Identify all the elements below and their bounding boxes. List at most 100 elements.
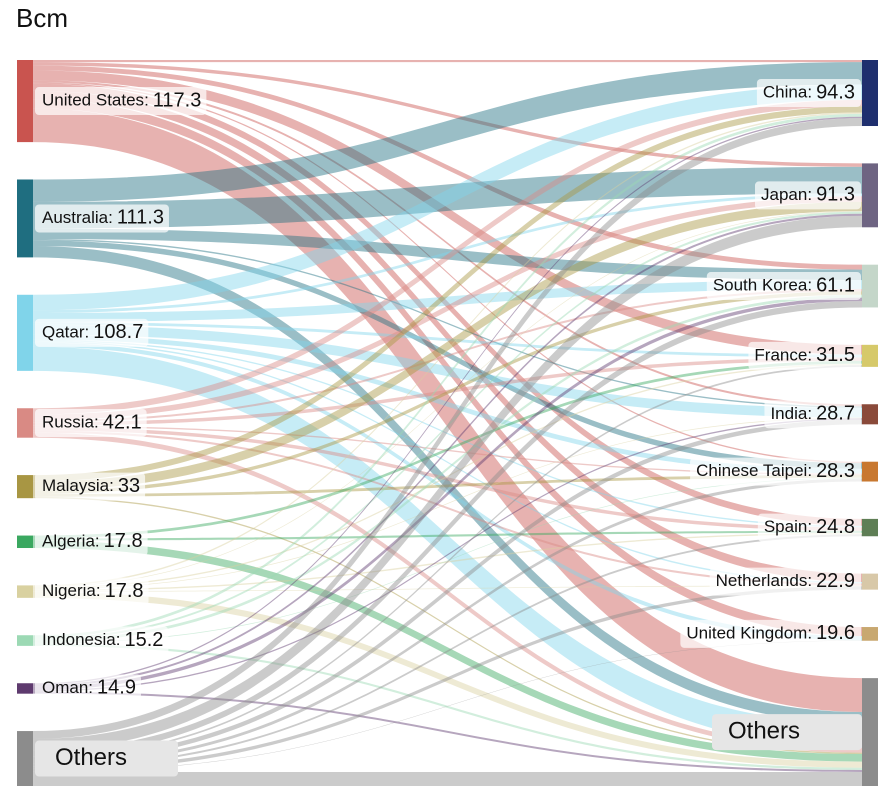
link bbox=[33, 357, 862, 426]
node-name: Others bbox=[728, 717, 800, 744]
link bbox=[33, 112, 862, 587]
node-label: Others bbox=[712, 714, 862, 751]
node-value: 15.2 bbox=[124, 629, 163, 651]
link bbox=[33, 108, 862, 712]
label-separator: : bbox=[85, 322, 90, 341]
node-label: India:28.7 bbox=[764, 400, 861, 429]
label-background bbox=[756, 79, 861, 108]
label-background bbox=[680, 619, 861, 648]
link bbox=[33, 210, 862, 588]
node-value: 61.1 bbox=[816, 274, 855, 296]
link bbox=[33, 534, 862, 769]
link bbox=[33, 346, 862, 748]
node bbox=[862, 518, 878, 537]
label-background bbox=[35, 87, 207, 116]
link bbox=[33, 238, 862, 408]
link bbox=[33, 640, 862, 772]
link bbox=[33, 478, 862, 767]
link bbox=[33, 211, 862, 641]
label-background bbox=[690, 457, 861, 486]
link bbox=[33, 99, 862, 637]
node bbox=[862, 404, 878, 425]
node-value: 22.9 bbox=[816, 570, 855, 592]
link bbox=[33, 530, 862, 541]
link bbox=[33, 83, 862, 526]
link bbox=[33, 427, 862, 531]
link bbox=[33, 475, 862, 497]
node-name: France bbox=[754, 345, 807, 364]
node-value: 28.7 bbox=[816, 403, 855, 425]
link bbox=[33, 215, 862, 751]
node-value: 94.3 bbox=[816, 81, 855, 103]
labels: United States: 117.3 Australia: 111.3 Qatar:… bbox=[35, 79, 862, 777]
label-separator: : bbox=[95, 531, 100, 550]
node-name: United States bbox=[42, 91, 144, 110]
label-separator: : bbox=[807, 404, 812, 423]
node-name: Japan bbox=[761, 185, 807, 204]
label-background bbox=[35, 626, 169, 655]
node-label: France:31.5 bbox=[748, 341, 861, 370]
node-label: South Korea:61.1 bbox=[706, 272, 861, 301]
link bbox=[33, 691, 862, 772]
link bbox=[33, 196, 862, 421]
node-name: South Korea bbox=[713, 276, 808, 295]
link bbox=[33, 193, 862, 313]
link bbox=[33, 294, 862, 643]
label-separator: : bbox=[807, 345, 812, 364]
link bbox=[33, 228, 862, 281]
label-background bbox=[757, 513, 861, 542]
link bbox=[33, 80, 862, 407]
node-value: 31.5 bbox=[816, 344, 855, 366]
label-separator: : bbox=[807, 571, 812, 590]
label-background bbox=[748, 341, 861, 370]
node-name: Qatar bbox=[42, 322, 85, 341]
nodes bbox=[17, 60, 878, 786]
node bbox=[862, 344, 878, 367]
node-value: 17.8 bbox=[104, 530, 143, 552]
link bbox=[33, 586, 862, 772]
link bbox=[33, 342, 862, 641]
label-background bbox=[35, 527, 148, 556]
link bbox=[33, 60, 862, 63]
node-label: Japan:91.3 bbox=[755, 181, 861, 210]
link bbox=[33, 477, 862, 644]
link bbox=[33, 334, 862, 474]
link bbox=[33, 84, 862, 311]
link bbox=[33, 772, 862, 786]
label-background bbox=[755, 181, 861, 210]
node bbox=[862, 573, 878, 590]
node-label: Indonesia:15.2 bbox=[35, 626, 169, 655]
node-name: Spain bbox=[764, 517, 807, 536]
link bbox=[33, 245, 862, 724]
link bbox=[33, 113, 862, 639]
link bbox=[33, 213, 862, 687]
label-separator: : bbox=[96, 581, 101, 600]
link bbox=[33, 240, 862, 469]
node-value: 14.9 bbox=[97, 677, 136, 699]
label-background bbox=[764, 400, 861, 429]
node-value: 111.3 bbox=[117, 207, 164, 229]
link bbox=[33, 324, 862, 418]
node-label: Chinese Taipei:28.3 bbox=[690, 457, 861, 486]
node-value: 17.8 bbox=[105, 580, 144, 602]
label-background bbox=[712, 714, 862, 751]
node-label: Malaysia:33 bbox=[35, 472, 146, 501]
label-separator: : bbox=[116, 630, 121, 649]
label-background bbox=[35, 674, 141, 703]
node bbox=[862, 60, 878, 127]
label-background bbox=[35, 740, 178, 777]
node-label: Nigeria:17.8 bbox=[35, 577, 149, 606]
node-name: Australia bbox=[42, 208, 109, 227]
link bbox=[33, 418, 862, 692]
link bbox=[33, 62, 862, 202]
link bbox=[33, 166, 862, 229]
link bbox=[33, 90, 862, 583]
links bbox=[33, 60, 862, 786]
node-value: 117.3 bbox=[153, 89, 202, 111]
node-value: 91.3 bbox=[816, 184, 855, 206]
node-label: United Kingdom:19.6 bbox=[680, 619, 861, 648]
node-name: Others bbox=[55, 744, 127, 771]
link bbox=[33, 99, 862, 415]
link bbox=[33, 591, 862, 768]
